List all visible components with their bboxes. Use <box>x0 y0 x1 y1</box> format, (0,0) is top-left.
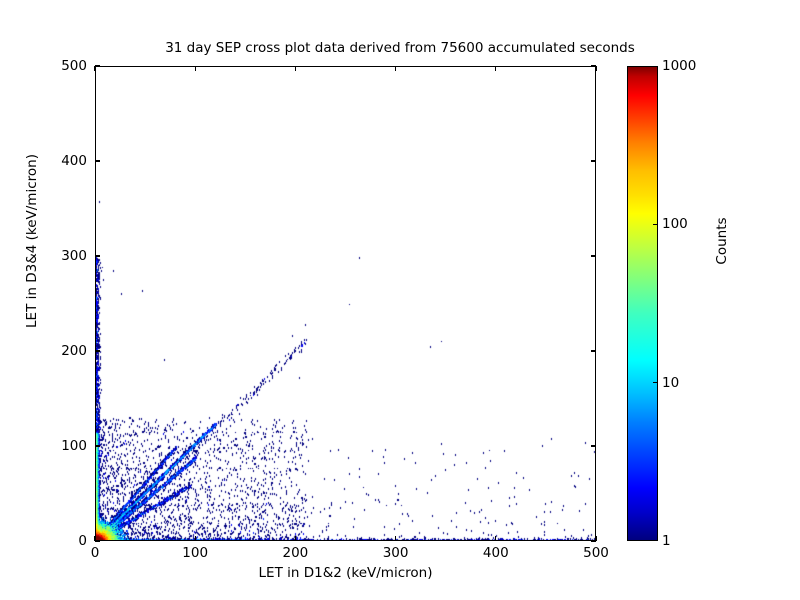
y-tick-label: 100 <box>61 438 87 454</box>
y-tick-mark-right <box>591 445 596 447</box>
x-tick-label: 100 <box>182 545 209 561</box>
x-tick-label: 0 <box>90 545 100 561</box>
x-tick-mark-top <box>294 66 296 71</box>
colorbar-tick-mark <box>653 223 658 225</box>
x-tick-mark-top <box>194 66 196 71</box>
colorbar-label: Counts <box>714 217 730 265</box>
colorbar-tick-label: 1 <box>662 533 671 549</box>
y-tick-mark-right <box>591 255 596 257</box>
y-tick-label: 500 <box>61 58 87 74</box>
plot-area <box>95 66 596 541</box>
x-tick-label: 200 <box>282 545 309 561</box>
y-tick-mark <box>95 255 100 257</box>
y-axis-label: LET in D3&4 (keV/micron) <box>24 154 40 328</box>
y-tick-label: 400 <box>61 153 87 169</box>
x-tick-mark <box>395 536 397 541</box>
x-tick-mark-top <box>94 66 96 71</box>
x-tick-mark-top <box>395 66 397 71</box>
x-tick-mark <box>495 536 497 541</box>
y-tick-mark <box>95 65 100 67</box>
colorbar-tick-label: 10 <box>662 374 680 391</box>
colorbar-tick-label: 1000 <box>662 58 697 74</box>
y-tick-mark <box>95 160 100 162</box>
y-tick-mark-right <box>591 65 596 67</box>
x-tick-mark-top <box>595 66 597 71</box>
y-tick-mark-right <box>591 540 596 542</box>
scatter-density-canvas <box>96 67 595 540</box>
y-tick-label: 200 <box>61 343 87 359</box>
x-tick-mark <box>294 536 296 541</box>
y-tick-mark-right <box>591 350 596 352</box>
y-tick-mark <box>95 350 100 352</box>
y-tick-mark <box>95 445 100 447</box>
x-tick-label: 500 <box>583 545 609 561</box>
x-axis-label: LET in D1&2 (keV/micron) <box>258 565 433 581</box>
colorbar-tick-mark <box>653 382 658 384</box>
colorbar <box>627 66 658 541</box>
x-tick-mark <box>194 536 196 541</box>
colorbar-tick-label: 100 <box>662 216 688 233</box>
x-tick-mark <box>94 536 96 541</box>
y-tick-mark-right <box>591 160 596 162</box>
y-tick-label: 300 <box>61 248 87 264</box>
x-tick-mark-top <box>495 66 497 71</box>
x-tick-mark <box>595 536 597 541</box>
y-tick-label: 0 <box>78 533 87 549</box>
x-tick-label: 300 <box>382 545 409 561</box>
x-tick-label: 400 <box>482 545 509 561</box>
y-tick-mark <box>95 540 100 542</box>
figure-title-line-1: 31 day SEP cross plot data derived from … <box>165 40 635 56</box>
